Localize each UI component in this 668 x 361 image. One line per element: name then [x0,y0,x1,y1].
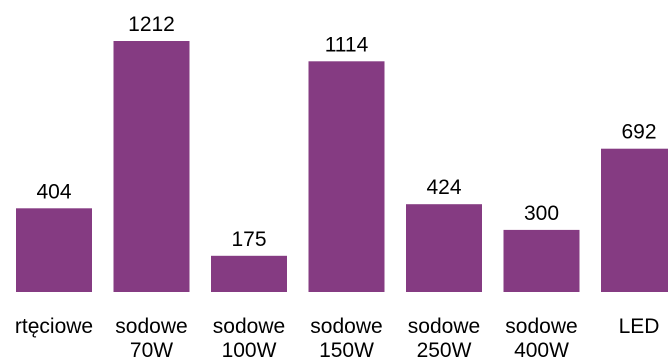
value-label-5: 300 [524,202,559,225]
category-label-1-line-0: sodowe [115,315,187,338]
category-label-3-line-0: sodowe [310,315,382,338]
category-label-4-line-0: sodowe [408,315,480,338]
value-label-4: 424 [426,176,461,199]
bar-3 [308,61,385,292]
bar-2 [211,255,287,292]
value-labels-group: 404 1212 175 1114 424 300 692 [36,13,656,251]
category-label-1-line-1: 70W [130,339,173,361]
category-label-0-line-0: rtęciowe [15,315,93,338]
value-label-2: 175 [231,228,266,251]
category-label-5-line-1: 400W [514,339,569,361]
category-labels-group: rtęciowe sodowe70Wsodowe100Wsodowe150Wsod… [15,315,660,361]
category-label-5-line-0: sodowe [505,315,577,338]
value-label-3: 1114 [325,33,369,56]
bars-group [16,41,668,292]
bar-4 [406,204,482,292]
category-label-4-line-1: 250W [417,339,472,361]
value-label-6: 692 [621,121,656,144]
bar-0 [16,208,92,292]
category-label-2-line-0: sodowe [213,315,285,338]
value-label-0: 404 [36,180,71,203]
bar-1 [113,41,190,292]
value-label-1: 1212 [128,13,175,36]
category-label-6-line-0: LED [619,315,660,338]
bar-6 [601,148,668,292]
category-label-2-line-1: 100W [222,339,277,361]
bar-5 [503,229,580,292]
category-label-3-line-1: 150W [319,339,374,361]
